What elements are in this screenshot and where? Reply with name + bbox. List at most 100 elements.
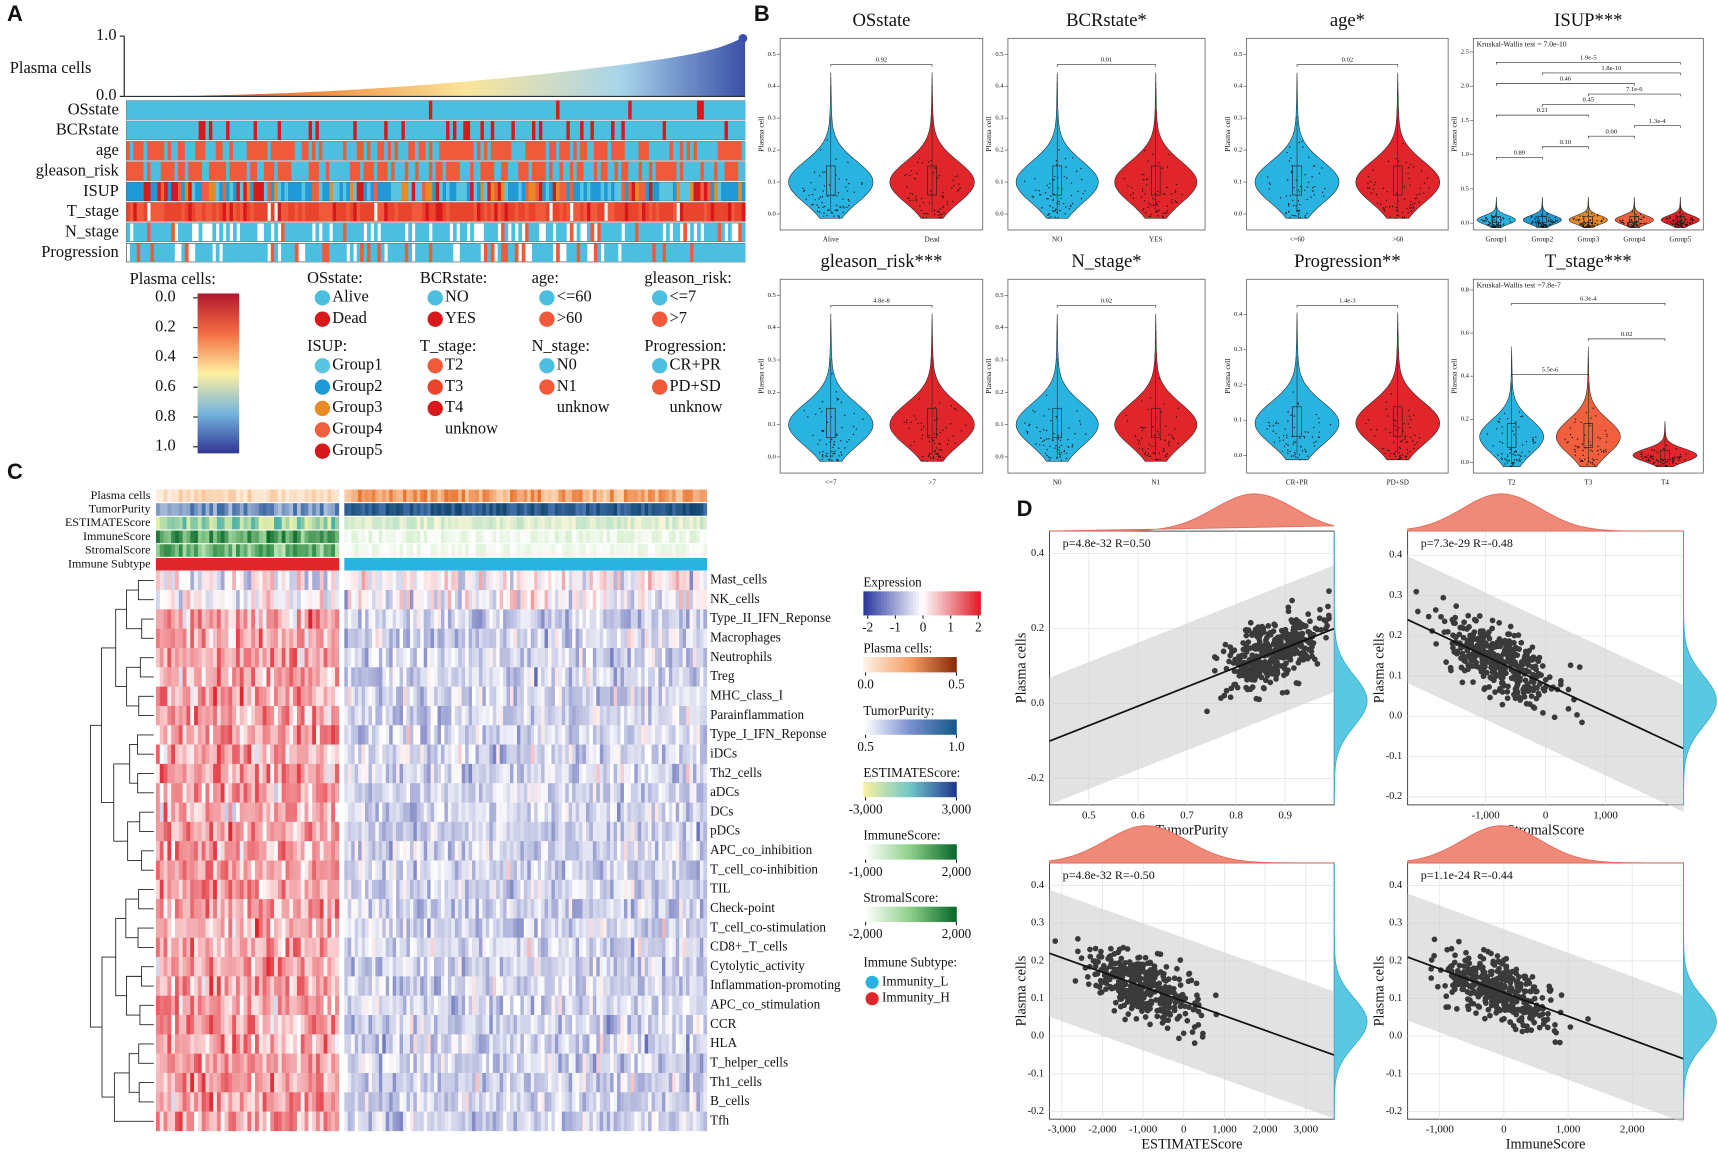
jitter-point bbox=[814, 188, 816, 191]
jitter-point bbox=[1677, 220, 1679, 223]
heatmap-cell bbox=[510, 667, 514, 687]
jitter-point bbox=[936, 447, 938, 449]
track-cell bbox=[318, 161, 323, 181]
heatmap-cell bbox=[537, 590, 542, 610]
track-cell bbox=[635, 141, 639, 161]
heatmap-cell bbox=[592, 628, 597, 649]
track-cell bbox=[208, 202, 213, 222]
heatmap-cell bbox=[182, 686, 187, 707]
annotation-cell bbox=[454, 544, 459, 557]
track-cell bbox=[439, 222, 443, 242]
jitter-point bbox=[1318, 431, 1320, 433]
heatmap-cell bbox=[655, 570, 659, 591]
heatmap-cell bbox=[447, 628, 452, 649]
heatmap-cell bbox=[228, 647, 233, 668]
track-cell bbox=[305, 182, 309, 201]
heatmap-cell bbox=[648, 609, 652, 629]
track-cell bbox=[394, 182, 399, 201]
jitter-point bbox=[1407, 452, 1409, 455]
annotation-cell bbox=[201, 489, 206, 503]
annotation-cell bbox=[277, 503, 283, 516]
jitter-point bbox=[1385, 199, 1388, 202]
jitter-point bbox=[958, 188, 960, 190]
track-cell bbox=[257, 100, 261, 120]
annotation-cell bbox=[530, 503, 535, 516]
jitter-point bbox=[1573, 217, 1575, 220]
track-cell bbox=[628, 141, 633, 161]
heatmap-cell bbox=[209, 686, 214, 707]
jitter-point bbox=[1297, 402, 1299, 404]
track-cell bbox=[188, 161, 193, 181]
track-cell bbox=[507, 202, 512, 222]
heatmap-cell bbox=[568, 609, 573, 629]
jitter-point bbox=[1158, 200, 1160, 203]
jitter-point bbox=[922, 455, 924, 458]
track-cell bbox=[418, 202, 423, 222]
heatmap-cell bbox=[277, 647, 283, 668]
annotation-cell bbox=[627, 530, 632, 544]
heatmap-cell bbox=[368, 590, 373, 610]
jitter-point bbox=[946, 443, 949, 445]
track-cell bbox=[384, 121, 388, 140]
track-cell bbox=[542, 182, 547, 201]
annotation-cell bbox=[163, 530, 168, 544]
jitter-point bbox=[932, 456, 935, 458]
jitter-point bbox=[828, 184, 831, 186]
track-cell bbox=[243, 100, 248, 120]
jitter-point bbox=[942, 191, 944, 194]
track-cell bbox=[301, 141, 306, 161]
jitter-point bbox=[1157, 430, 1159, 433]
track-cell bbox=[494, 202, 498, 222]
heatmap-cell bbox=[516, 570, 521, 591]
track-cell bbox=[717, 141, 722, 161]
annotation-cell bbox=[371, 544, 376, 557]
jitter-point bbox=[1406, 449, 1409, 451]
y-tick-label: 0.5 bbox=[768, 292, 777, 299]
track-cell bbox=[373, 222, 378, 242]
track-cell bbox=[226, 141, 230, 161]
heatmap-cell bbox=[312, 628, 317, 649]
jitter-point bbox=[1672, 460, 1674, 463]
track-cell bbox=[164, 100, 168, 120]
track-cell bbox=[301, 202, 306, 222]
jitter-point bbox=[1149, 455, 1152, 457]
annotation-cell bbox=[603, 503, 608, 516]
y-tick-label: 0.0 bbox=[96, 85, 117, 104]
heatmap-cell bbox=[406, 590, 411, 610]
annotation-cell bbox=[520, 503, 525, 516]
jitter-point bbox=[817, 443, 819, 445]
jitter-point bbox=[1674, 225, 1676, 228]
track-cell bbox=[157, 243, 162, 262]
annotation-cell bbox=[335, 557, 340, 571]
jitter-point bbox=[1162, 193, 1164, 195]
legend-label: Alive bbox=[332, 287, 368, 306]
heatmap-cell bbox=[354, 590, 359, 610]
track-cell bbox=[418, 141, 423, 161]
annotation-cell bbox=[378, 557, 383, 571]
jitter-point bbox=[1671, 223, 1674, 225]
annotation-cell bbox=[365, 530, 369, 544]
heatmap-cell bbox=[447, 609, 452, 629]
jitter-point bbox=[831, 455, 833, 457]
track-cell bbox=[380, 182, 385, 201]
annotation-cell bbox=[213, 530, 218, 544]
annotation-cell bbox=[358, 516, 362, 530]
annotation-cell bbox=[585, 544, 590, 557]
heatmap-cell bbox=[382, 590, 387, 610]
track-cell bbox=[707, 202, 712, 222]
jitter-point bbox=[1049, 183, 1051, 185]
annotation-cell bbox=[167, 503, 172, 516]
heatmap-cell bbox=[527, 628, 532, 649]
heatmap-cell bbox=[513, 590, 518, 610]
track-cell bbox=[342, 141, 347, 161]
heatmap-cell bbox=[530, 628, 535, 649]
heatmap-cell bbox=[492, 590, 497, 610]
heatmap-cell bbox=[167, 667, 172, 687]
jitter-point bbox=[1283, 445, 1286, 448]
annotation-cell bbox=[686, 516, 690, 530]
track-cell bbox=[662, 161, 667, 181]
track-cell bbox=[133, 100, 138, 120]
annotation-cell bbox=[427, 544, 431, 557]
annotation-cell bbox=[389, 489, 393, 503]
annotation-cell bbox=[485, 489, 490, 503]
